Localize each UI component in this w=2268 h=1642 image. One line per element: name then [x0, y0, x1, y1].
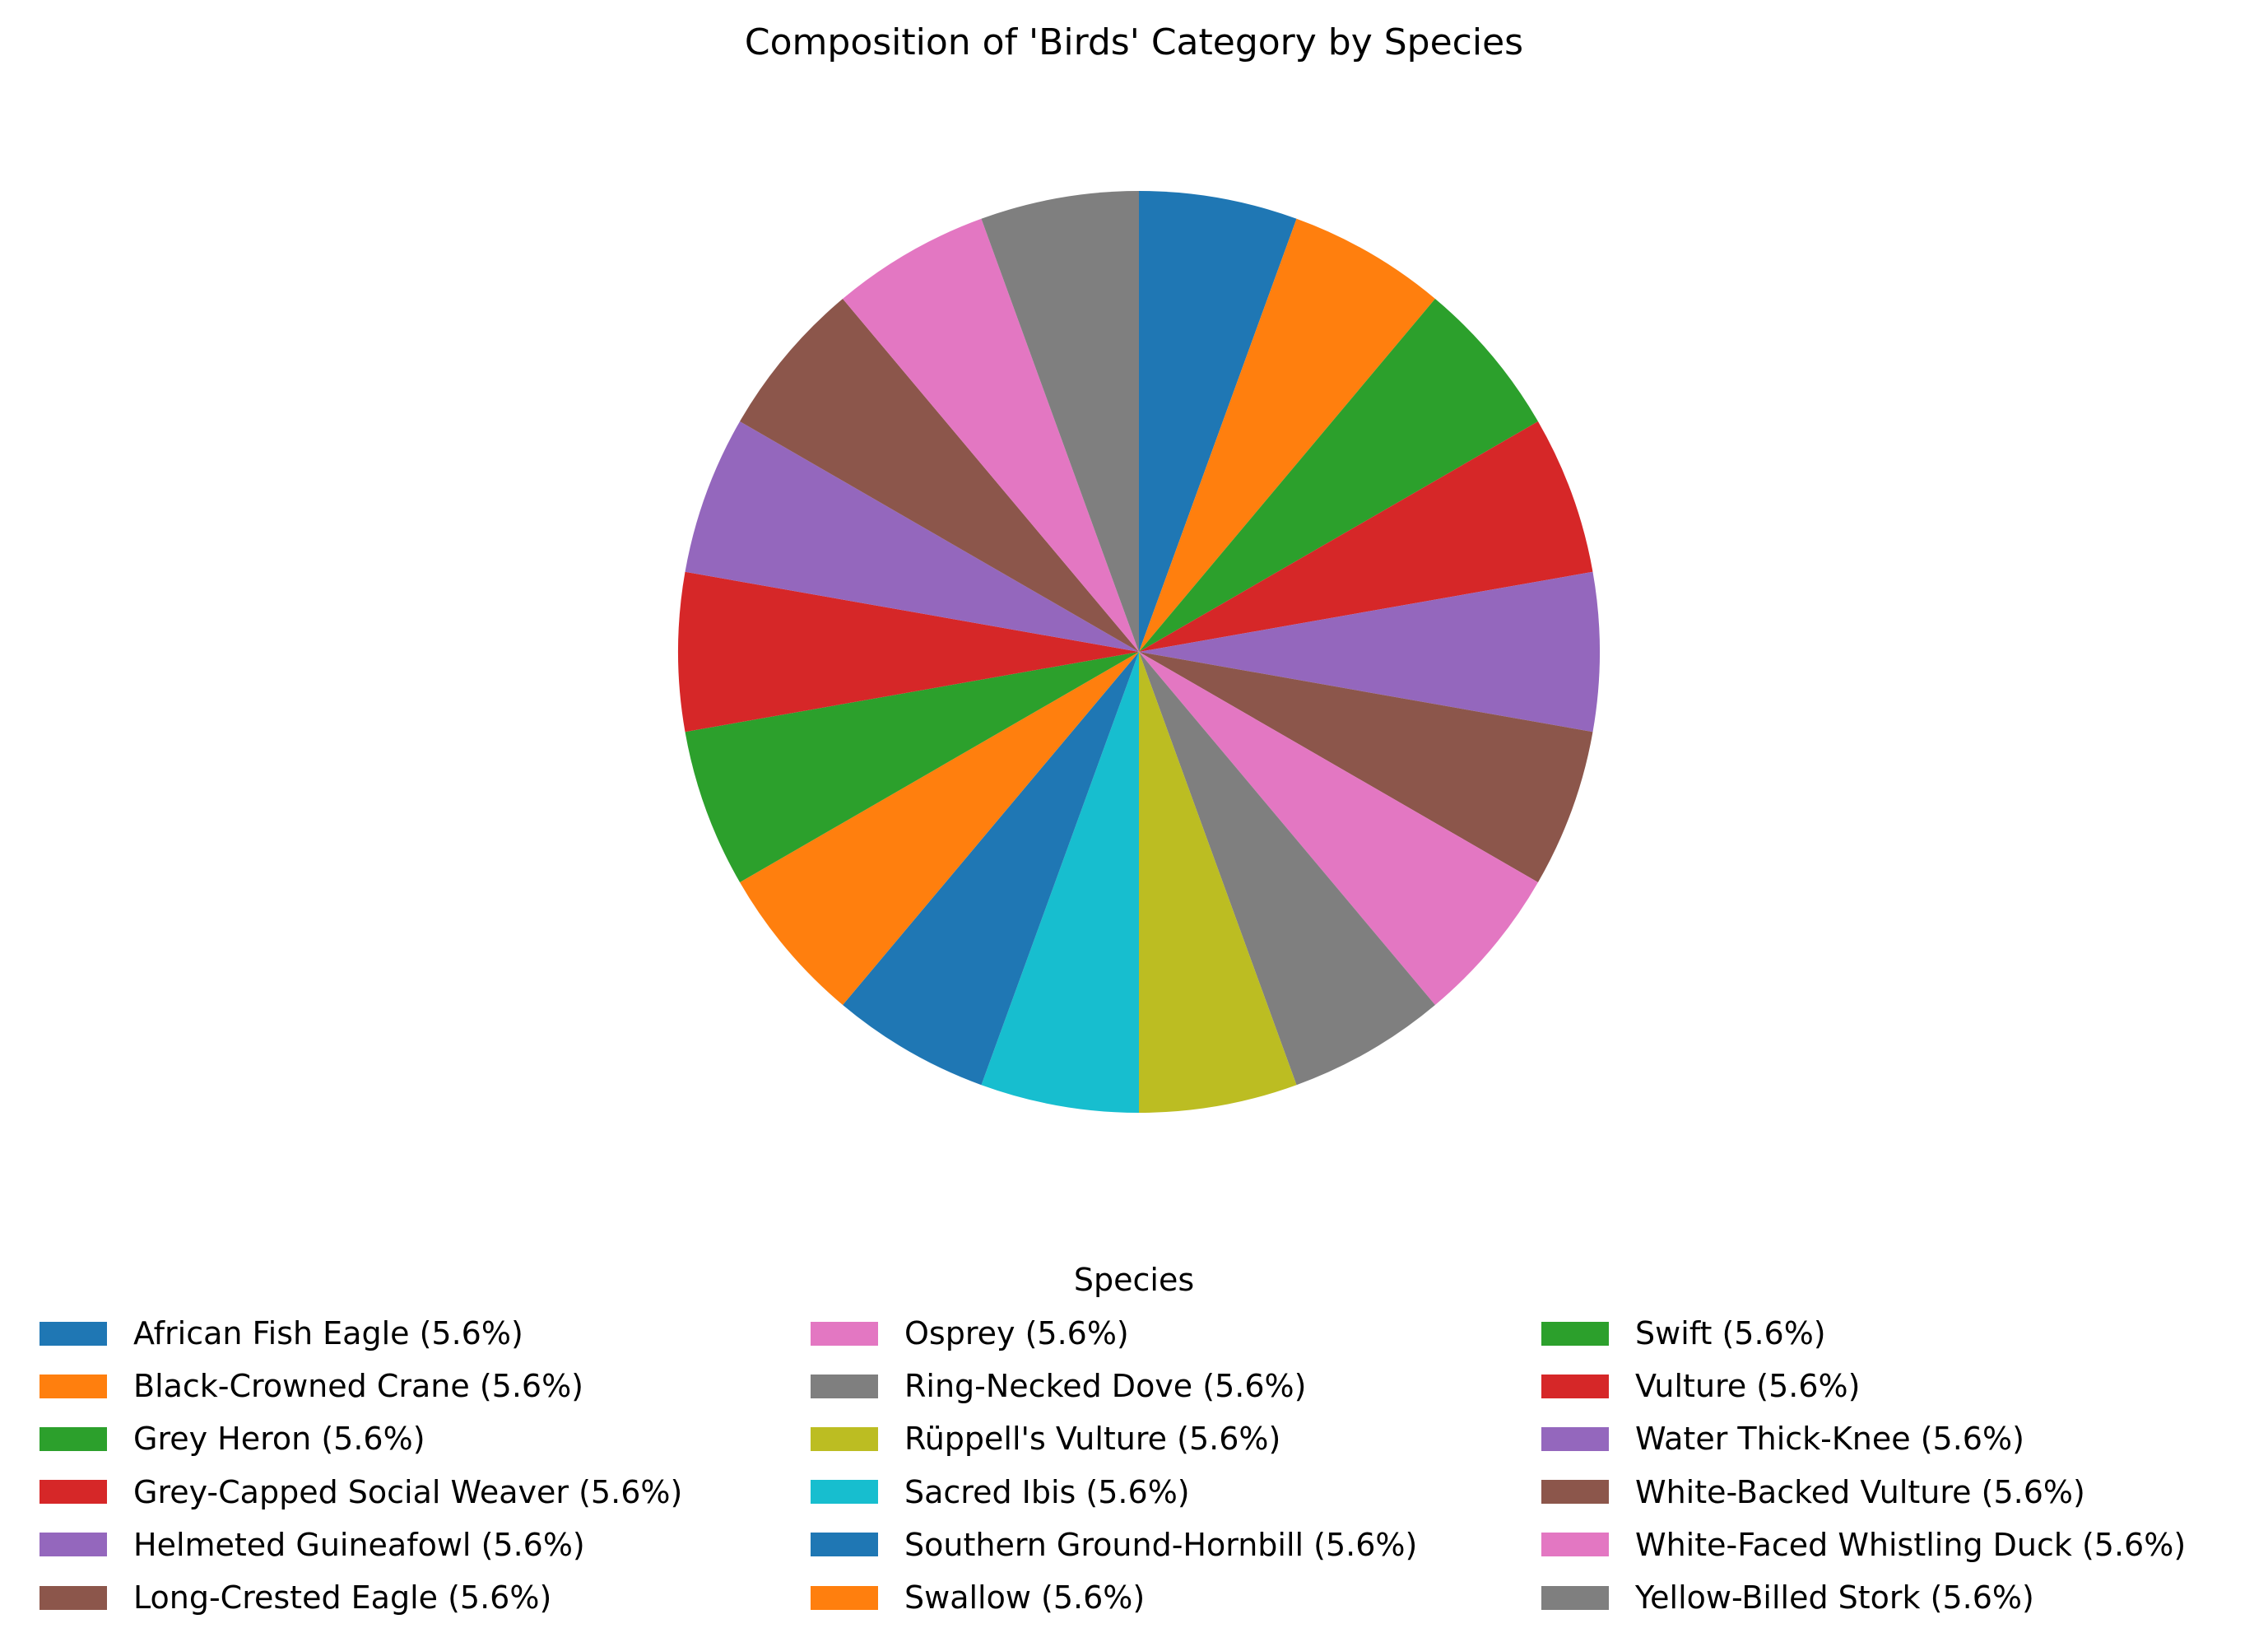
- legend-label: Sacred Ibis (5.6%): [904, 1473, 1190, 1510]
- legend-item: Rüppell's Vulture (5.6%): [811, 1419, 1280, 1458]
- legend-item: White-Backed Vulture (5.6%): [1541, 1472, 2085, 1512]
- pie-slice-6: [1139, 652, 1593, 882]
- legend-item: Grey Heron (5.6%): [40, 1419, 425, 1458]
- pie-slice-3: [1139, 299, 1538, 652]
- legend-item: Water Thick-Knee (5.6%): [1541, 1419, 2024, 1458]
- legend-swatch: [811, 1480, 878, 1505]
- legend-swatch: [811, 1426, 878, 1451]
- pie-slice-16: [740, 299, 1139, 652]
- pie-slice-7: [1139, 652, 1538, 1005]
- legend-swatch: [811, 1533, 878, 1557]
- legend-swatch: [1541, 1533, 1609, 1557]
- legend-label: Helmeted Guineafowl (5.6%): [133, 1526, 585, 1563]
- pie-slice-14: [678, 571, 1139, 733]
- legend-swatch: [1541, 1480, 1609, 1505]
- legend-label: Swallow (5.6%): [904, 1579, 1146, 1616]
- legend-swatch: [40, 1426, 107, 1451]
- legend-label: White-Faced Whistling Duck (5.6%): [1635, 1526, 2187, 1563]
- legend-swatch: [40, 1533, 107, 1557]
- legend-item: Helmeted Guineafowl (5.6%): [40, 1525, 585, 1565]
- legend-item: Black-Crowned Crane (5.6%): [40, 1366, 583, 1406]
- pie-slice-4: [1139, 421, 1593, 652]
- legend-item: Southern Ground-Hornbill (5.6%): [811, 1525, 1417, 1565]
- legend-item: Osprey (5.6%): [811, 1314, 1129, 1353]
- pie-slice-11: [843, 652, 1139, 1086]
- legend-swatch: [40, 1585, 107, 1610]
- legend-label: Grey-Capped Social Weaver (5.6%): [133, 1473, 683, 1510]
- legend-label: Ring-Necked Dove (5.6%): [904, 1368, 1307, 1405]
- legend-item: Yellow-Billed Stork (5.6%): [1541, 1578, 2034, 1617]
- pie-slices: [678, 191, 1600, 1113]
- pie-slice-18: [981, 191, 1139, 652]
- legend-label: White-Backed Vulture (5.6%): [1635, 1473, 2085, 1510]
- legend-item: Sacred Ibis (5.6%): [811, 1472, 1190, 1512]
- legend-swatch: [811, 1585, 878, 1610]
- legend-item: White-Faced Whistling Duck (5.6%): [1541, 1525, 2186, 1565]
- legend-label: Yellow-Billed Stork (5.6%): [1635, 1579, 2034, 1616]
- pie-slice-9: [1139, 652, 1297, 1113]
- legend-label: Vulture (5.6%): [1635, 1368, 1861, 1405]
- legend-item: Vulture (5.6%): [1541, 1366, 1860, 1406]
- legend-item: Swift (5.6%): [1541, 1314, 1826, 1353]
- legend-label: Grey Heron (5.6%): [133, 1421, 425, 1458]
- pie-slice-2: [1139, 218, 1435, 652]
- pie-slice-15: [685, 421, 1139, 652]
- pie-slice-17: [843, 218, 1139, 652]
- pie-slice-12: [740, 652, 1139, 1005]
- legend-item: Ring-Necked Dove (5.6%): [811, 1366, 1306, 1406]
- pie-slice-1: [1139, 191, 1297, 652]
- legend-label: Long-Crested Eagle (5.6%): [133, 1579, 552, 1616]
- legend-label: Osprey (5.6%): [904, 1315, 1129, 1351]
- legend-swatch: [40, 1480, 107, 1505]
- legend-label: Southern Ground-Hornbill (5.6%): [904, 1526, 1418, 1563]
- legend-item: Swallow (5.6%): [811, 1578, 1145, 1617]
- pie-slice-10: [981, 652, 1139, 1113]
- legend-swatch: [811, 1321, 878, 1346]
- legend-swatch: [40, 1321, 107, 1346]
- legend-label: Water Thick-Knee (5.6%): [1635, 1421, 2024, 1458]
- legend-swatch: [811, 1374, 878, 1398]
- legend-title: Species: [1073, 1262, 1195, 1298]
- pie-slice-13: [685, 652, 1139, 882]
- legend-item: Grey-Capped Social Weaver (5.6%): [40, 1472, 682, 1512]
- chart-title: Composition of 'Birds' Category by Speci…: [744, 21, 1524, 63]
- legend-label: Rüppell's Vulture (5.6%): [904, 1421, 1281, 1458]
- pie-slice-5: [1139, 571, 1600, 733]
- legend-label: Black-Crowned Crane (5.6%): [133, 1368, 584, 1405]
- legend-item: Long-Crested Eagle (5.6%): [40, 1578, 551, 1617]
- legend-swatch: [1541, 1321, 1609, 1346]
- legend-swatch: [1541, 1426, 1609, 1451]
- legend-label: African Fish Eagle (5.6%): [133, 1315, 523, 1351]
- legend-label: Swift (5.6%): [1635, 1315, 1826, 1351]
- pie-slice-8: [1139, 652, 1435, 1086]
- legend-swatch: [40, 1374, 107, 1398]
- legend-item: African Fish Eagle (5.6%): [40, 1314, 523, 1353]
- legend-swatch: [1541, 1374, 1609, 1398]
- legend-swatch: [1541, 1585, 1609, 1610]
